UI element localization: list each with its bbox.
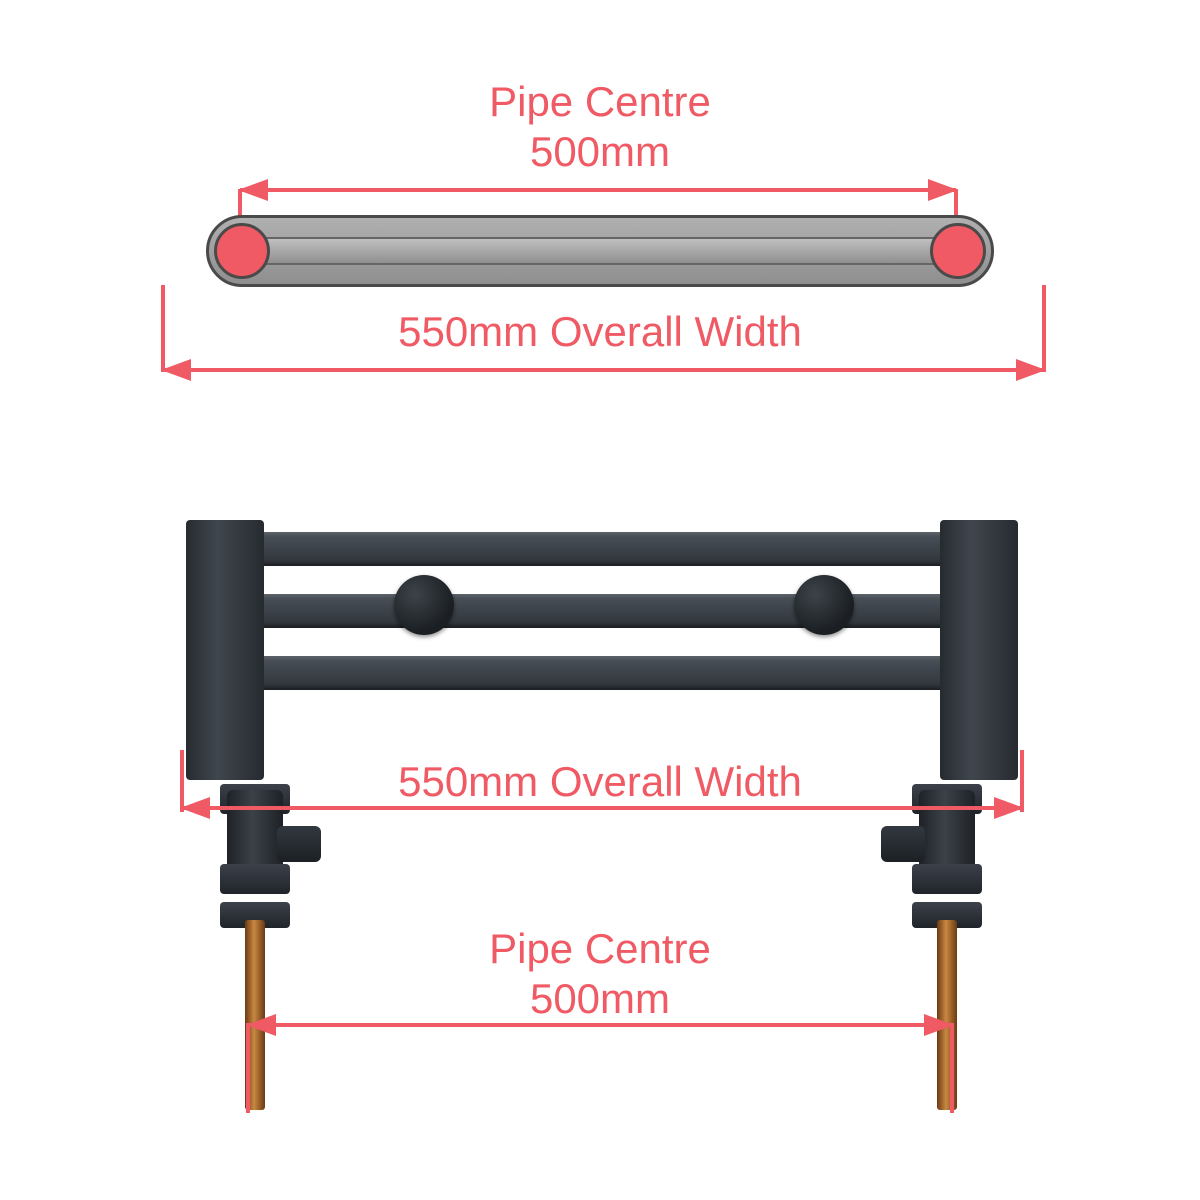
valve-nut — [912, 864, 982, 894]
mount-peg-right — [794, 575, 854, 635]
radiator-post-left — [186, 520, 264, 780]
top-overall-width-dim — [163, 368, 1044, 372]
front-pipe-centre-dim — [248, 1023, 952, 1027]
top-pipe-centre-value: 500mm — [0, 128, 1200, 176]
mount-peg-left — [394, 575, 454, 635]
ext — [161, 285, 165, 372]
radiator-rail — [218, 532, 986, 566]
radiator-rail — [218, 656, 986, 690]
top-view-tube — [260, 237, 940, 265]
ext — [1042, 285, 1046, 372]
front-pipe-centre-value: 500mm — [0, 975, 1200, 1023]
valve-outlet — [881, 826, 925, 862]
top-view-port-left — [214, 223, 270, 279]
valve-outlet — [277, 826, 321, 862]
front-overall-width-dim — [182, 806, 1022, 810]
ext — [950, 1023, 954, 1113]
ext — [180, 750, 184, 812]
top-pipe-centre-label: Pipe Centre — [0, 78, 1200, 126]
valve-nut — [220, 864, 290, 894]
front-pipe-centre-label: Pipe Centre — [0, 925, 1200, 973]
top-pipe-centre-dim — [240, 188, 956, 192]
ext — [1020, 750, 1024, 812]
ext — [246, 1023, 250, 1113]
top-overall-width-label: 550mm Overall Width — [0, 308, 1200, 356]
radiator-post-right — [940, 520, 1018, 780]
radiator-rail — [218, 594, 986, 628]
top-view-port-right — [930, 223, 986, 279]
